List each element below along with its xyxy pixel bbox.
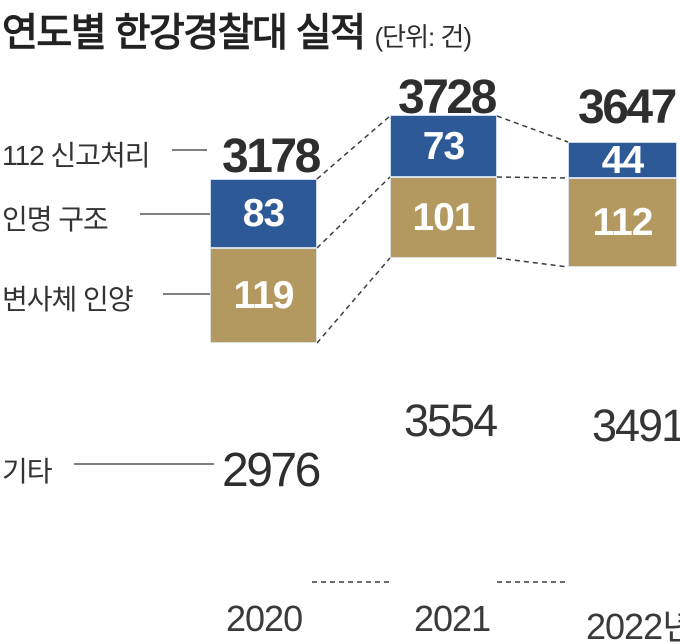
bar-value: 83 [242, 192, 285, 235]
bar-value: 44 [601, 138, 644, 182]
bar-value: 119 [233, 274, 295, 317]
label-etc: 기타 [2, 456, 53, 487]
dash-top-2020-2021 [316, 115, 391, 180]
bar-2020-rescue: 83 [210, 179, 317, 248]
value-112-2022: 3647 [578, 81, 677, 134]
bar-2022-body: 112 [568, 178, 677, 267]
value-112-2021: 3728 [398, 71, 497, 124]
label-life-rescue: 인명 구조 [2, 204, 109, 235]
bar-2022-rescue: 44 [568, 138, 677, 182]
bar-value: 73 [422, 124, 465, 168]
dash-bottom-2020-2021 [316, 257, 391, 344]
chart-title: 연도별 한강경찰대 실적 [2, 12, 366, 55]
bar-2021-rescue: 73 [390, 115, 497, 177]
dash-bottom-2021-2022 [496, 257, 569, 268]
bar-2020-body: 119 [210, 248, 317, 343]
axis-year-2020: 2020 [226, 598, 303, 639]
value-etc-2022: 3491 [592, 400, 680, 451]
dash-mid-2021-2022 [496, 176, 569, 179]
bar-2021-body: 101 [390, 177, 497, 258]
chart-header: 연도별 한강경찰대 실적 (단위: 건) [2, 2, 472, 58]
value-112-2020: 3178 [222, 130, 321, 183]
bar-value: 101 [412, 196, 475, 239]
bar-value: 112 [592, 201, 654, 244]
label-body-recovery: 변사체 인양 [2, 284, 134, 315]
dash-top-2021-2022 [496, 115, 569, 143]
axis-year-2021: 2021 [414, 598, 491, 639]
dash-mid-2020-2021 [316, 176, 391, 249]
label-112-report: 112 신고처리 [2, 140, 150, 171]
value-etc-2020: 2976 [222, 444, 321, 497]
axis-year-2022: 2022년 [586, 606, 680, 644]
unit-label: (단위: 건) [374, 22, 472, 52]
value-etc-2021: 3554 [404, 395, 498, 446]
